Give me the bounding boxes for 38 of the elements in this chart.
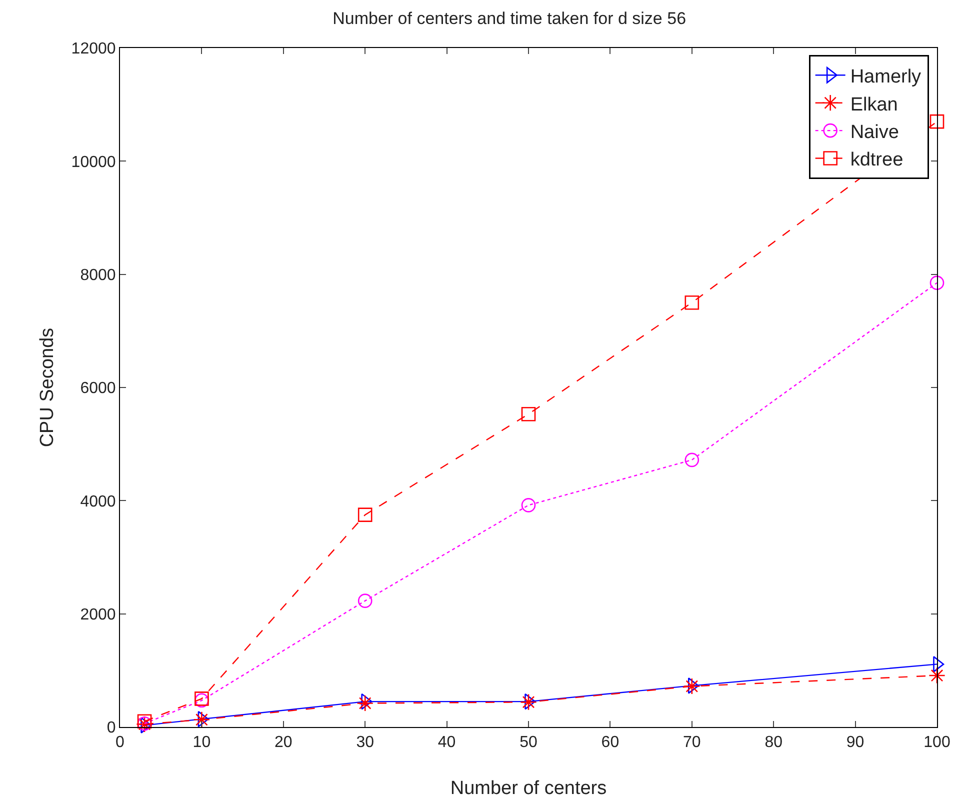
point (930, 276, 944, 290)
point (358, 594, 372, 608)
point (520, 694, 537, 711)
chart-title: Number of centers and time taken for d size 56 (332, 9, 686, 28)
x-tick-label: 80 (764, 734, 783, 752)
point (684, 295, 700, 310)
point (137, 714, 152, 728)
point (521, 406, 536, 422)
x-tick-label: 20 (274, 734, 292, 752)
y-tick-label: 12000 (71, 40, 116, 58)
point (358, 508, 372, 522)
y-tick-label: 4000 (80, 493, 116, 510)
point (930, 114, 944, 129)
x-tick-label: 100 (924, 734, 950, 752)
point (684, 452, 700, 468)
x-tick-label: 30 (356, 734, 374, 752)
point (928, 667, 946, 684)
y-tick-label: 6000 (80, 380, 116, 398)
point (521, 498, 536, 512)
y-tick-label: 10000 (71, 154, 116, 171)
legend-label: Elkan (850, 94, 898, 116)
x-tick-label: 50 (520, 734, 538, 752)
point (683, 678, 700, 695)
legend-label: Naive (850, 122, 899, 143)
y-axis-title: CPU Seconds (37, 328, 58, 448)
x-axis-title: Number of centers (450, 778, 607, 799)
x-tick-label: 90 (846, 734, 864, 752)
point (356, 694, 374, 712)
x-tick-label: 10 (192, 734, 211, 752)
legend-label: kdtree (850, 150, 904, 171)
y-tick-label: 0 (106, 720, 116, 737)
y-tick-label: 2000 (80, 606, 116, 624)
x-tick-label: 40 (438, 734, 456, 752)
x-tick-label: 60 (601, 734, 620, 752)
x-tick-label: 70 (683, 734, 701, 752)
legend-label: Hamerly (850, 66, 922, 88)
point (193, 711, 210, 728)
y-tick-label: 8000 (80, 266, 116, 284)
